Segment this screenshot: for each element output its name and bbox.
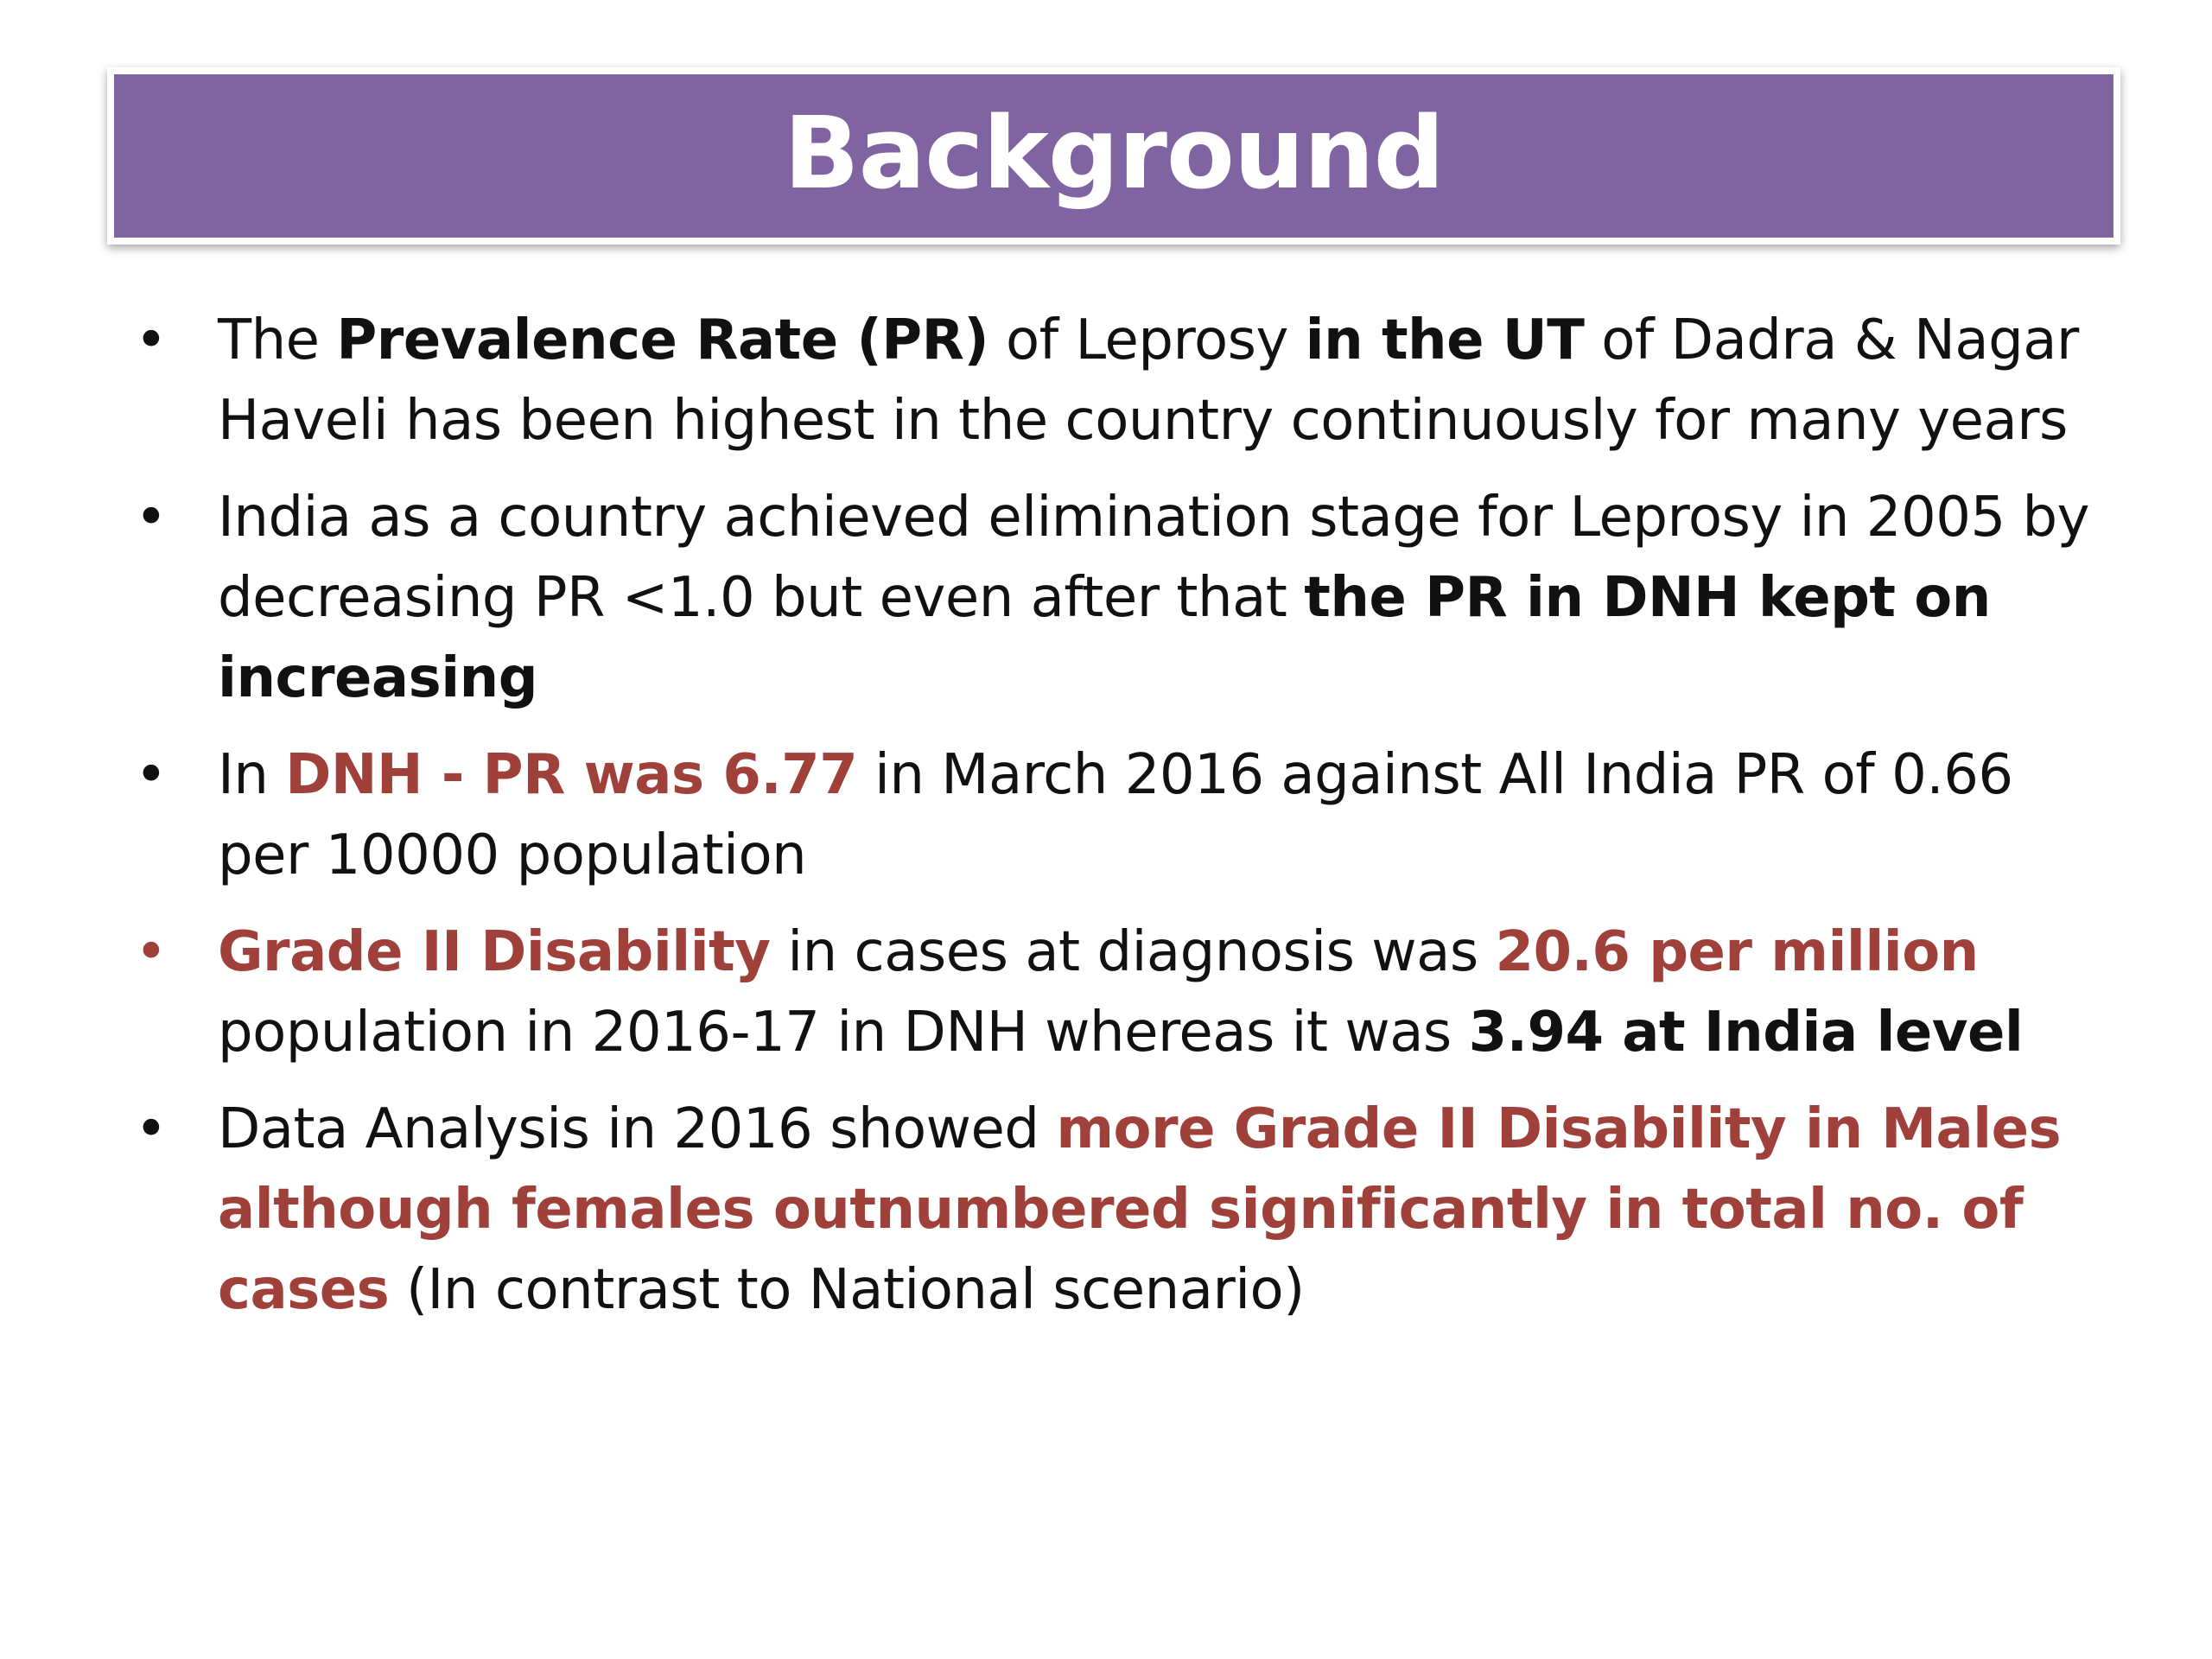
slide-title: Background	[783, 96, 1445, 212]
title-frame: Background	[107, 67, 2120, 245]
bullet-item-data-analysis: • Data Analysis in 2016 showed more Grad…	[130, 1090, 2108, 1331]
bullet-text-bold: the PR in DNH kept on increasing	[218, 566, 1991, 710]
title-bar: Background	[114, 74, 2113, 238]
bullet-marker: •	[135, 1097, 168, 1161]
bullet-marker: •	[135, 743, 168, 807]
bullet-text-highlight: DNH - PR was 6.77	[285, 743, 858, 807]
bullet-list: • The Prevalence Rate (PR) of Leprosy in…	[130, 301, 2108, 1347]
bullet-item-elimination: • India as a country achieved eliminatio…	[130, 478, 2108, 719]
bullet-text-bold: 3.94 at India level	[1468, 1001, 2024, 1065]
bullet-text: The	[218, 308, 337, 372]
bullet-text: (In contrast to National scenario)	[389, 1258, 1305, 1322]
bullet-marker: •	[135, 486, 168, 550]
bullet-text: population in 2016-17 in DNH whereas it …	[218, 1001, 1469, 1065]
bullet-text: of Leprosy	[988, 308, 1306, 372]
bullet-text: of Dadra & Nagar Haveli has been highest…	[218, 308, 2079, 453]
bullet-item-grade-ii: • Grade II Disability in cases at diagno…	[130, 912, 2108, 1073]
bullet-text: India as a country achieved elimination …	[218, 486, 2090, 630]
bullet-marker: •	[135, 920, 168, 984]
bullet-text: in March 2016 against All India PR of 0.…	[218, 743, 2013, 887]
bullet-item-dnh-pr: • In DNH - PR was 6.77 in March 2016 aga…	[130, 735, 2108, 896]
bullet-item-prevalence: • The Prevalence Rate (PR) of Leprosy in…	[130, 301, 2108, 461]
bullet-text-bold: in the UT	[1305, 308, 1585, 372]
bullet-text-highlight: Grade II Disability	[218, 920, 771, 984]
bullet-text-bold: Prevalence Rate (PR)	[336, 308, 989, 372]
bullet-text: in cases at diagnosis was	[770, 920, 1496, 984]
bullet-text: In	[218, 743, 286, 807]
bullet-text-highlight: 20.6 per million	[1495, 920, 1980, 984]
bullet-text: Data Analysis in 2016 showed	[218, 1097, 1057, 1161]
bullet-marker: •	[135, 308, 168, 372]
bullet-text-highlight: more Grade II Disability in Males althou…	[218, 1097, 2062, 1322]
